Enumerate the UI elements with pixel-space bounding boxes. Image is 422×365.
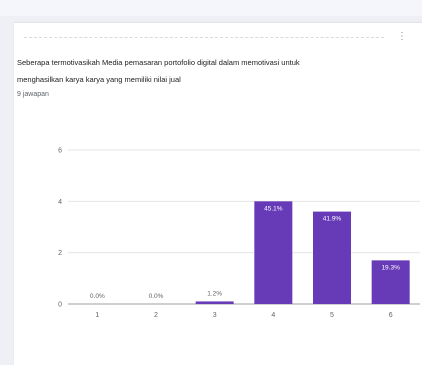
bar — [195, 301, 234, 304]
y-tick-label: 0 — [58, 302, 62, 309]
data-label: 1.2% — [207, 290, 222, 297]
data-label: 41.9% — [323, 216, 342, 223]
card-header-divider — [24, 37, 384, 42]
data-label: 0.0% — [90, 293, 105, 300]
x-tick-label: 5 — [330, 312, 334, 319]
x-tick-label: 4 — [271, 312, 275, 319]
response-count: 9 jawapan — [17, 91, 49, 98]
x-tick-label: 3 — [213, 312, 217, 319]
y-tick-label: 4 — [58, 199, 62, 206]
chart-card: ⋮ — [14, 22, 422, 365]
question-line-2: menghasilkan karya karya yang memiliki n… — [17, 75, 181, 84]
y-tick-label: 2 — [58, 250, 62, 257]
x-tick-label: 6 — [389, 312, 393, 319]
bar — [371, 260, 410, 304]
bar — [254, 201, 293, 304]
top-strip — [0, 0, 422, 16]
x-tick-label: 1 — [95, 312, 99, 319]
question-line-1: Seberapa termotivasikah Media pemasaran … — [17, 58, 300, 67]
bar — [313, 211, 351, 304]
data-label: 19.3% — [381, 264, 400, 271]
data-label: 0.0% — [149, 293, 164, 300]
y-tick-label: 6 — [58, 148, 62, 155]
data-label: 45.1% — [264, 205, 283, 212]
question-text: Seberapa termotivasikah Media pemasaran … — [17, 54, 377, 88]
x-tick-label: 2 — [154, 312, 158, 319]
more-options-icon[interactable]: ⋮ — [397, 31, 408, 42]
